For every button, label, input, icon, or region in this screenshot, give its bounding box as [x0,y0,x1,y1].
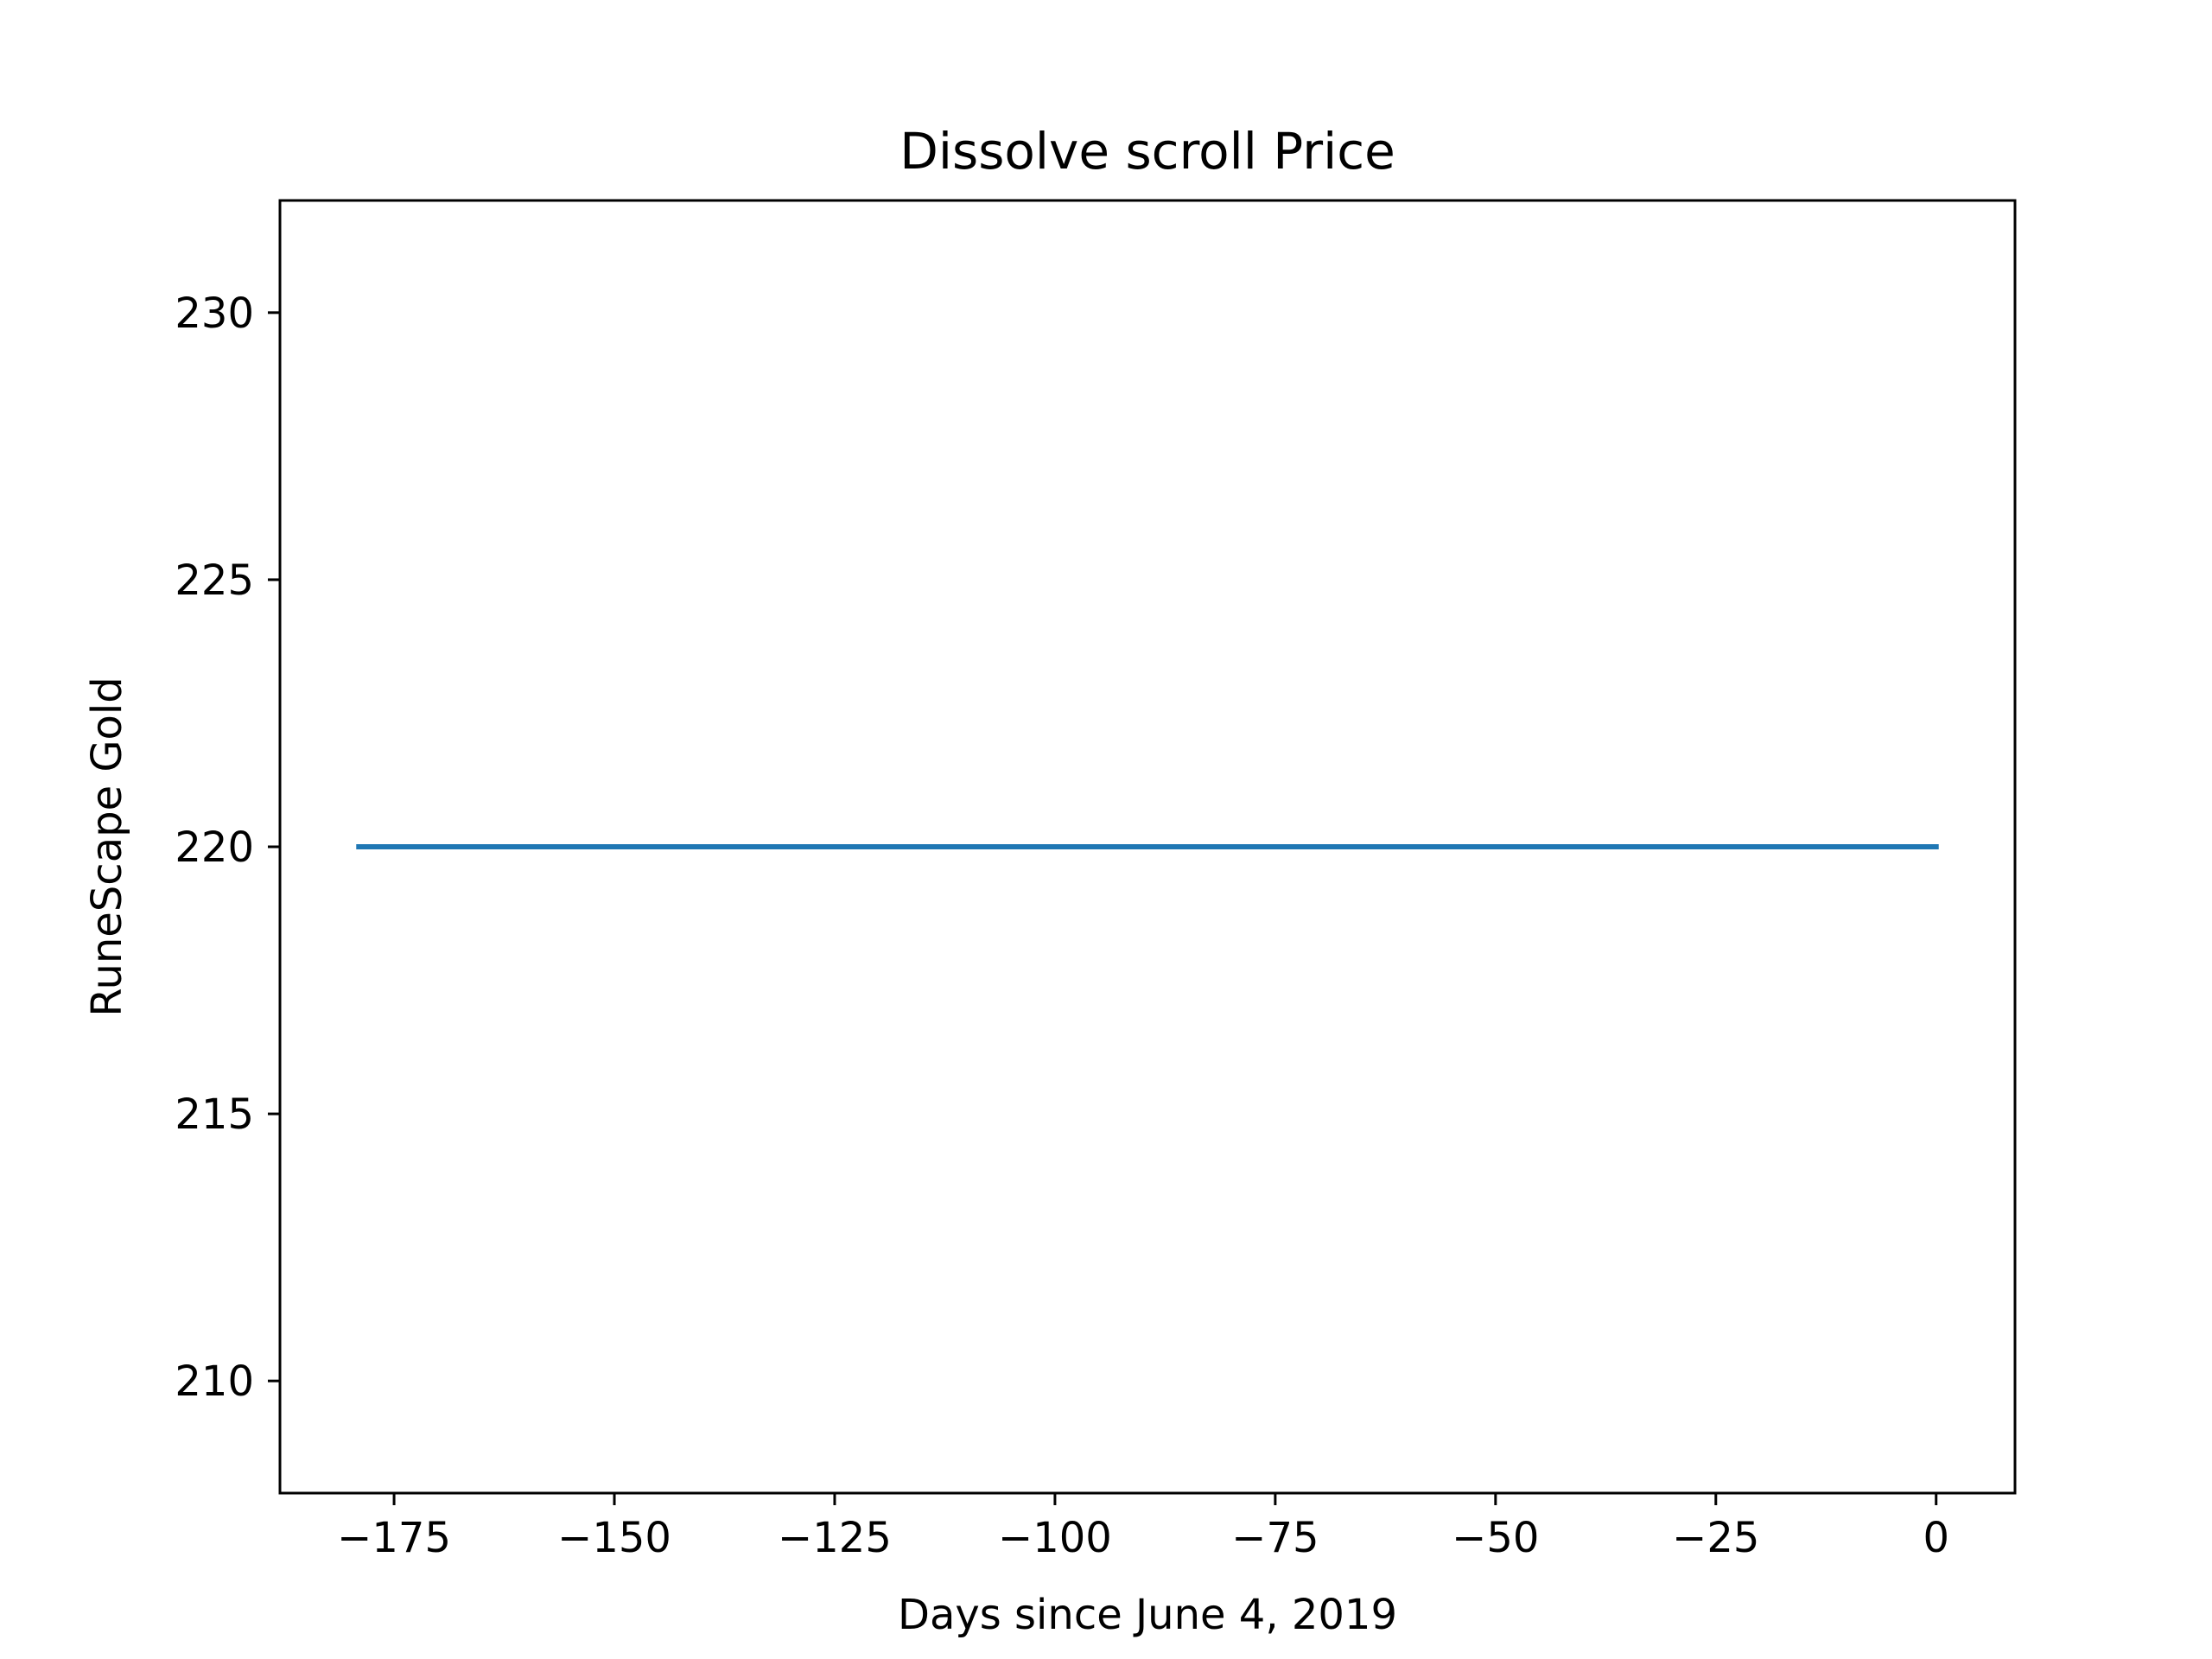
x-tick-label: 0 [1923,1514,1949,1562]
y-tick-label: 215 [175,1090,254,1139]
chart-title: Dissolve scroll Price [899,122,1395,181]
x-tick-label: −175 [337,1514,451,1562]
x-tick-label: −50 [1452,1514,1539,1562]
x-axis-ticks: −175 −150 −125 −100 −75 −50 −25 0 [337,1493,1949,1562]
x-tick-label: −100 [998,1514,1112,1562]
y-axis-label: RuneScape Gold [83,677,131,1016]
y-tick-label: 220 [175,823,254,872]
x-tick-label: −150 [557,1514,671,1562]
x-tick-label: −25 [1672,1514,1759,1562]
y-tick-label: 225 [175,556,254,605]
x-tick-label: −75 [1231,1514,1319,1562]
y-axis-ticks: 210 215 220 225 230 [175,289,280,1406]
x-tick-label: −125 [778,1514,892,1562]
y-tick-label: 210 [175,1357,254,1406]
y-tick-label: 230 [175,289,254,338]
plot-frame [278,199,2017,1495]
x-axis-label: Days since June 4, 2019 [898,1591,1397,1639]
